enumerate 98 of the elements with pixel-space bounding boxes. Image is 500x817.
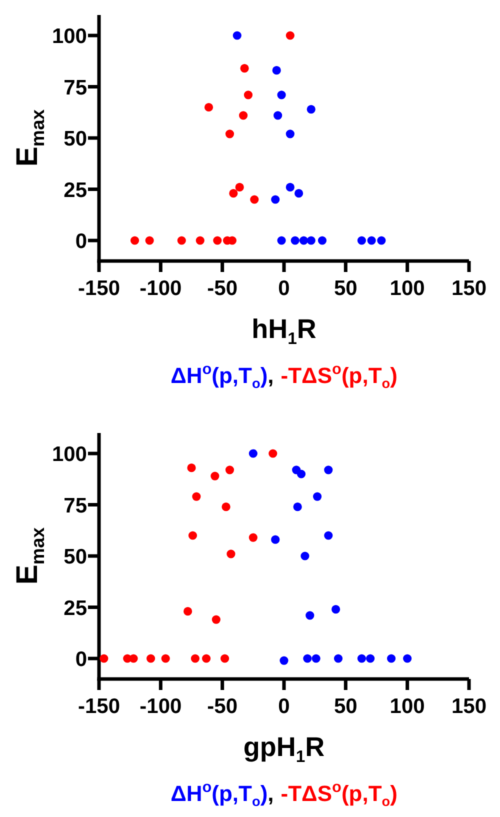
- point: [303, 654, 312, 663]
- point: [286, 130, 294, 138]
- point: [248, 533, 258, 542]
- text: -TΔS$^{o}$(p,T$_{o}$): [280, 778, 398, 809]
- y-tick-label: 0: [75, 648, 87, 672]
- point: [268, 449, 278, 458]
- text: -TΔS$^{o}$(p,T$_{o}$): [280, 360, 398, 391]
- point: [300, 552, 310, 560]
- x-tick-label: -50: [207, 277, 238, 300]
- point: [240, 64, 249, 73]
- point: [130, 236, 140, 245]
- point: [188, 531, 198, 540]
- point: [324, 466, 333, 474]
- point: [334, 654, 343, 663]
- point: [299, 236, 308, 245]
- point: [271, 195, 280, 204]
- point: [196, 236, 204, 245]
- point: [239, 111, 248, 120]
- point: [187, 464, 196, 472]
- x-tick-label: 100: [390, 695, 425, 718]
- y-tick-label: 25: [64, 596, 88, 620]
- point: [387, 654, 396, 663]
- x-tick-label: 150: [451, 695, 487, 718]
- x-tick-label: -100: [140, 277, 182, 300]
- point: [161, 654, 170, 663]
- x-axis-title: gpH$_{1}$R: [243, 732, 325, 766]
- point: [202, 654, 211, 663]
- point: [403, 654, 412, 663]
- x-tick-label: -50: [207, 695, 238, 718]
- point: [277, 236, 286, 245]
- point: [146, 654, 156, 663]
- point: [226, 550, 236, 558]
- point: [271, 535, 280, 544]
- point: [332, 605, 340, 614]
- y-tick-label: 100: [52, 443, 87, 466]
- x-tick-label: 100: [390, 277, 425, 300]
- point: [250, 195, 259, 204]
- point: [306, 105, 316, 114]
- point: [272, 66, 281, 75]
- point: [324, 531, 333, 540]
- point: [210, 472, 220, 480]
- point: [313, 492, 322, 501]
- point: [100, 654, 108, 663]
- point: [306, 236, 316, 245]
- x-tick-label: -150: [78, 695, 120, 718]
- point: [204, 102, 214, 112]
- point: [290, 236, 300, 245]
- y-tick-label: 75: [64, 76, 88, 100]
- point: [377, 236, 386, 245]
- point: [318, 236, 327, 245]
- point: [286, 182, 294, 192]
- x-tick-label: 150: [451, 277, 487, 300]
- point: [192, 492, 201, 501]
- point: [280, 656, 288, 665]
- y-tick-label: 50: [64, 546, 87, 569]
- y-tick-label: 25: [64, 178, 88, 202]
- point: [235, 182, 244, 192]
- point: [294, 189, 304, 198]
- point: [312, 654, 320, 663]
- point: [190, 654, 200, 663]
- point: [213, 236, 222, 245]
- x-tick-label: 0: [278, 277, 290, 300]
- x-tick-label: 0: [278, 695, 290, 718]
- point: [248, 449, 258, 458]
- text: ΔH$^{o}$(p,T$_{o}$): [170, 360, 268, 391]
- point: [277, 90, 286, 100]
- x-tick-label: -100: [140, 695, 182, 718]
- x-tick-label: 50: [334, 695, 358, 718]
- point: [357, 654, 366, 663]
- point: [274, 111, 282, 120]
- y-tick-label: 75: [64, 494, 88, 518]
- point: [184, 607, 192, 616]
- point: [357, 236, 366, 245]
- point: [367, 236, 376, 245]
- point: [145, 236, 154, 245]
- point: [366, 654, 375, 663]
- point: [232, 31, 242, 40]
- point: [229, 189, 238, 198]
- point: [225, 466, 234, 474]
- point: [306, 611, 314, 620]
- y-tick-label: 100: [52, 25, 87, 48]
- y-tick-label: 0: [75, 230, 87, 254]
- y-tick-label: 50: [64, 128, 87, 151]
- x-tick-label: -150: [78, 277, 120, 300]
- point: [212, 615, 220, 624]
- point: [225, 130, 234, 138]
- point: [293, 502, 302, 512]
- point: [177, 236, 186, 245]
- point: [286, 31, 294, 40]
- point: [220, 654, 230, 663]
- text: ,: [268, 363, 274, 388]
- point: [244, 90, 253, 100]
- point: [296, 470, 306, 478]
- x-axis-title: hH$_{1}$R: [252, 314, 316, 348]
- point: [222, 502, 230, 512]
- text: ,: [268, 781, 274, 806]
- x-tick-label: 50: [334, 277, 358, 300]
- text: ΔH$^{o}$(p,T$_{o}$): [170, 778, 268, 809]
